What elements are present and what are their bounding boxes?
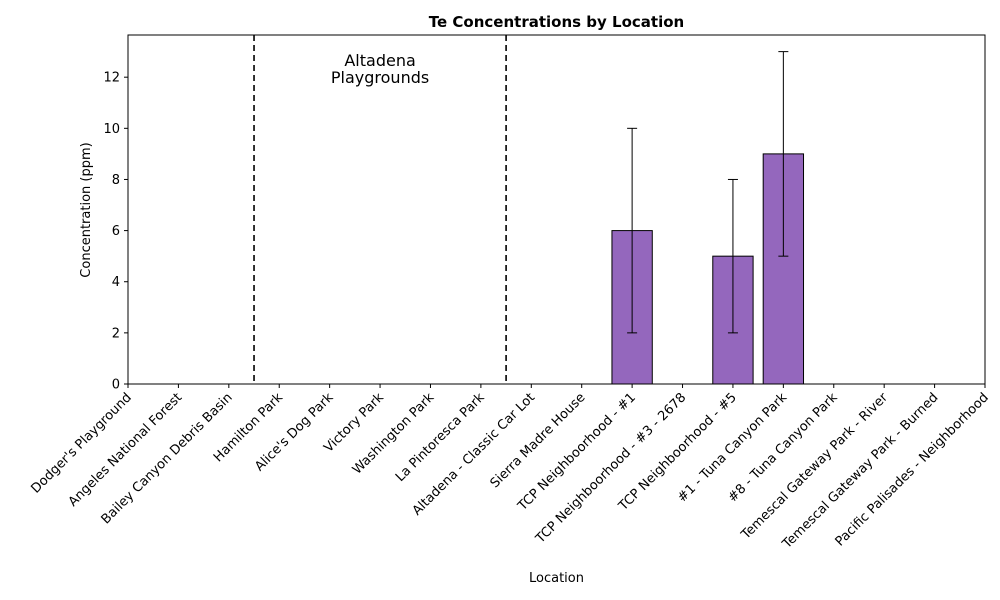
error-bar-10 <box>627 127 638 334</box>
x-axis-label: Location <box>529 571 584 586</box>
error-bar-12 <box>727 178 738 334</box>
chart-title: Te Concentrations by Location <box>429 13 684 31</box>
annotation-0: Altadena Playgrounds <box>331 51 429 87</box>
y-tick-label-10: 10 <box>103 122 120 137</box>
y-tick-label-0: 0 <box>112 378 120 393</box>
error-bar-13 <box>778 51 789 257</box>
y-tick-label-8: 8 <box>112 173 120 188</box>
y-tick-label-12: 12 <box>103 71 120 86</box>
y-tick-label-2: 2 <box>112 326 120 341</box>
y-tick-label-4: 4 <box>112 275 120 290</box>
y-axis-label: Concentration (ppm) <box>79 142 94 277</box>
plot-frame <box>127 34 986 385</box>
y-tick-label-6: 6 <box>112 224 120 239</box>
